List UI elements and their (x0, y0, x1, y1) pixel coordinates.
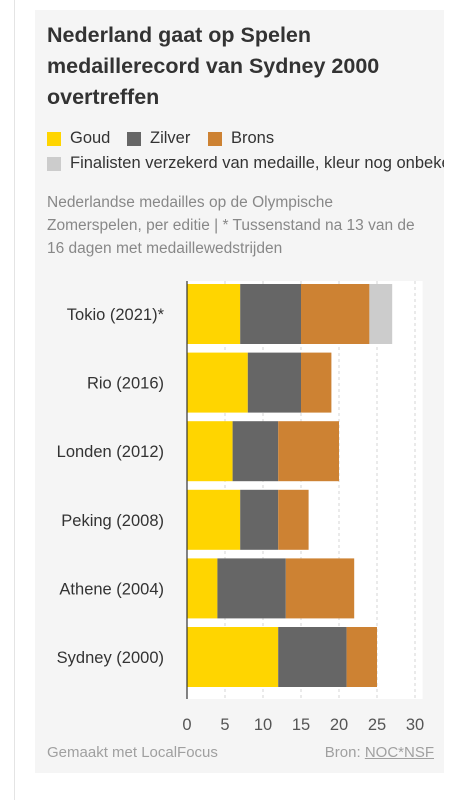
bar-goud (187, 421, 233, 482)
legend-swatch-goud (47, 132, 61, 146)
bar-zilver (240, 489, 279, 550)
legend-label-finalisten: Finalisten verzekerd van medaille, kleur… (70, 154, 444, 172)
legend: Goud Zilver Brons Finalisten verzekerd v… (47, 126, 444, 176)
bar-brons (301, 352, 332, 413)
category-label: Peking (2008) (61, 512, 164, 530)
legend-swatch-zilver (127, 132, 141, 146)
chart-title: Nederland gaat op Spelen medaillerecord … (47, 23, 380, 109)
legend-swatch-brons (208, 132, 222, 146)
bar-zilver (278, 627, 347, 687)
chart-card: Nederland gaat op Spelen medaillerecord … (35, 10, 444, 773)
bar-brons (278, 421, 339, 482)
bar-goud (187, 489, 241, 550)
bar-finalisten (369, 284, 393, 344)
bar-goud (187, 352, 248, 413)
legend-label-zilver: Zilver (150, 129, 191, 147)
category-label: Athene (2004) (59, 580, 164, 598)
legend-row: Finalisten verzekerd van medaille, kleur… (47, 151, 444, 176)
bar-brons (346, 627, 377, 687)
source-link[interactable]: NOC*NSF (364, 744, 434, 761)
category-label: Tokio (2021)* (67, 306, 165, 324)
legend-swatch-finalisten (47, 157, 61, 171)
category-label: Sydney (2000) (57, 649, 164, 667)
x-tick-label: 25 (368, 716, 386, 734)
bar-goud (187, 627, 279, 687)
source-credit: Bron: NOC*NSF (325, 744, 434, 761)
x-tick-label: 15 (292, 716, 310, 734)
bar-brons (285, 558, 355, 619)
bar-brons (278, 489, 309, 550)
bar-zilver (240, 284, 301, 344)
source-label: Bron: (324, 744, 361, 761)
legend-label-goud: Goud (70, 129, 111, 147)
category-label: Rio (2016) (87, 375, 164, 393)
bar-zilver (247, 352, 301, 413)
x-tick-label: 10 (254, 716, 272, 734)
bar-chart: Tokio (2021)* Rio (2016) Londen (2012) Peki… (57, 281, 424, 734)
legend-label-brons: Brons (231, 129, 275, 147)
x-tick-label: 20 (330, 716, 348, 734)
x-tick-label: 0 (182, 716, 191, 734)
chart-subtitle: Nederlandse medailles op de Olympische Z… (47, 194, 415, 257)
legend-row: Goud Zilver Brons (47, 126, 444, 151)
page-divider-line (14, 0, 15, 800)
bar-brons (301, 284, 370, 344)
x-tick-label: 30 (406, 716, 424, 734)
bar-zilver (232, 421, 279, 482)
bar-goud (187, 558, 218, 619)
category-label: Londen (2012) (57, 443, 164, 461)
made-with-credit: Gemaakt met LocalFocus (47, 744, 218, 761)
x-tick-label: 5 (220, 716, 229, 734)
bar-goud (187, 284, 241, 344)
bar-zilver (217, 558, 286, 619)
